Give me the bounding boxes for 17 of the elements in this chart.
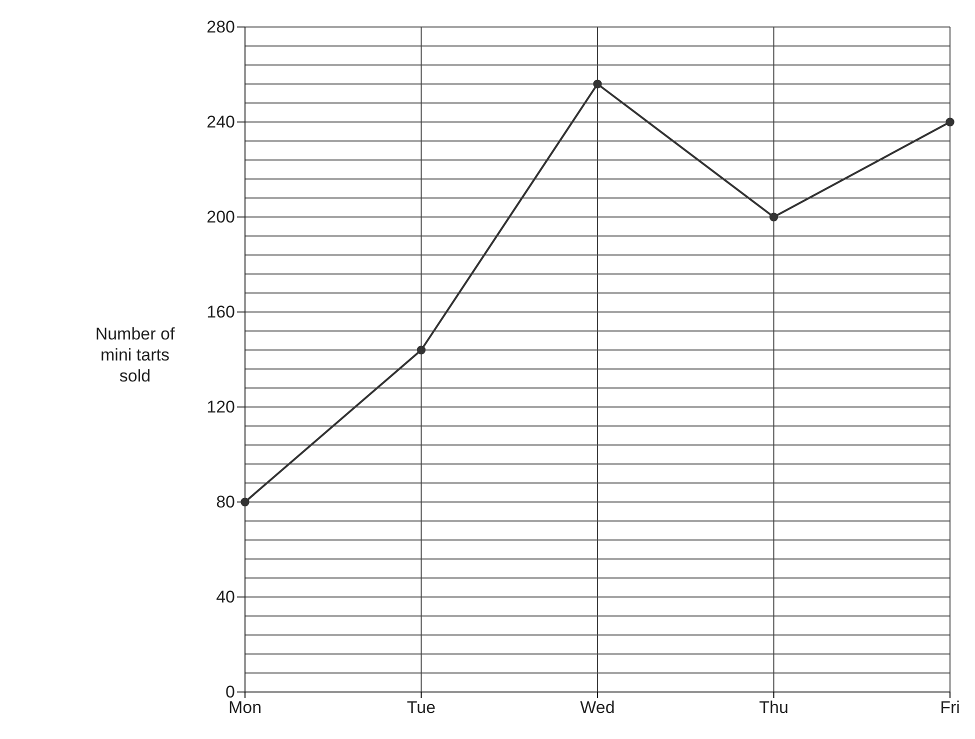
x-tick-label: Wed (580, 698, 615, 718)
point (946, 118, 954, 126)
x-tick-label: Thu (759, 698, 788, 718)
y-tick-label: 40 (216, 587, 235, 606)
y-axis-title: Number of mini tarts sold (95, 324, 175, 386)
point (593, 80, 602, 88)
y-tick-label: 120 (206, 397, 235, 416)
y-tick-label: 160 (206, 302, 235, 322)
point (240, 498, 250, 506)
y-tick-label: 80 (216, 492, 235, 512)
y-tick-label: 240 (206, 112, 235, 132)
point (769, 212, 778, 222)
point (416, 346, 426, 354)
x-tick-label: Tue (406, 698, 436, 718)
y-tick-label: 280 (206, 17, 235, 36)
y-tick-label: 200 (206, 207, 235, 226)
x-tick-label: Fri (940, 698, 960, 718)
